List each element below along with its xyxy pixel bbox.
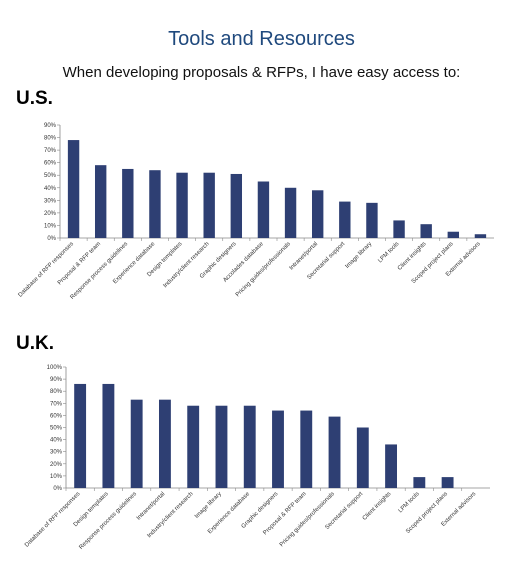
uk-category-label: Image library: [194, 491, 223, 520]
uk-bar: [187, 405, 200, 488]
us-category-label: Response process guidelines: [70, 241, 130, 301]
us-bar: [447, 231, 460, 238]
us-category-label: Pricing guides/professionals: [235, 241, 292, 298]
uk-bar: [243, 405, 256, 488]
uk-bar: [102, 383, 115, 488]
uk-bar: [413, 477, 426, 488]
uk-bar: [74, 383, 87, 488]
us-bar-chart: 0% 10% 20% 30% 40% 50% 60% 70% 80% 90% Database of…: [18, 123, 494, 301]
us-section-label: U.S.: [16, 88, 53, 109]
uk-category-label: Client insights: [362, 491, 393, 522]
us-ytick-label: 30%: [44, 198, 57, 204]
uk-ytick-label: 40%: [50, 438, 63, 444]
uk-bar-chart: 0% 10% 20% 30% 40% 50% 60% 70% 80% 90% 100% Databas…: [24, 365, 490, 551]
uk-bar: [328, 416, 341, 488]
uk-ytick-label: 60%: [50, 413, 63, 419]
us-bar: [420, 224, 432, 238]
uk-bar: [272, 410, 284, 488]
us-category-label: Industry/client research: [162, 241, 210, 289]
us-bar: [339, 201, 351, 238]
us-bar: [176, 172, 188, 238]
us-category-label: LPM tools: [377, 241, 400, 264]
uk-bar: [300, 410, 313, 488]
uk-section-label: U.K.: [16, 333, 54, 354]
us-category-label: Image library: [345, 241, 374, 270]
uk-category-label: Pricing guides/professionals: [279, 491, 336, 548]
us-ytick-label: 10%: [44, 223, 57, 229]
us-category-label: Intranet/portal: [289, 241, 319, 271]
uk-category-label: Database of RFP responses: [24, 491, 81, 548]
page-title: Tools and Resources: [168, 28, 355, 50]
uk-bar: [215, 405, 228, 488]
us-bar: [122, 168, 134, 238]
us-category-label: Client insights: [397, 241, 428, 272]
us-bar: [257, 181, 270, 238]
us-ytick-label: 50%: [44, 173, 57, 179]
us-bar: [284, 187, 297, 238]
us-ytick-label: 40%: [44, 186, 57, 192]
us-bar: [393, 220, 405, 238]
us-bar: [311, 190, 324, 238]
us-ytick-label: 0%: [47, 236, 56, 242]
us-bar: [366, 202, 378, 238]
us-bar: [203, 172, 215, 238]
us-bar: [474, 234, 487, 238]
uk-bar: [441, 477, 454, 488]
uk-ytick-label: 20%: [50, 462, 63, 468]
uk-ytick-label: 0%: [53, 486, 62, 492]
uk-bar: [130, 399, 143, 488]
us-ytick-label: 60%: [44, 161, 57, 167]
uk-ytick-label: 10%: [50, 474, 63, 480]
uk-category-label: Response process guidelines: [78, 491, 138, 551]
us-category-label: Database of RFP responses: [18, 241, 75, 298]
us-ytick-label: 80%: [44, 136, 57, 142]
uk-bar: [356, 427, 369, 488]
us-bar: [67, 140, 80, 238]
uk-ytick-label: 90%: [50, 377, 63, 383]
us-bar: [94, 165, 107, 238]
us-ytick-label: 90%: [44, 123, 57, 129]
uk-ytick-label: 70%: [50, 401, 63, 407]
us-ytick-label: 20%: [44, 211, 57, 217]
uk-ytick-label: 80%: [50, 389, 63, 395]
uk-bar: [385, 444, 398, 488]
uk-ytick-label: 100%: [47, 365, 63, 371]
us-bar: [149, 170, 161, 238]
us-bar: [230, 173, 243, 238]
uk-category-label: LPM tools: [398, 491, 421, 514]
uk-category-label: Intranet/portal: [136, 491, 166, 521]
us-ytick-label: 70%: [44, 148, 57, 154]
uk-ytick-label: 50%: [50, 426, 63, 432]
uk-bar: [158, 399, 171, 488]
page-subtitle: When developing proposals & RFPs, I have…: [62, 64, 461, 81]
uk-ytick-label: 30%: [50, 450, 63, 456]
